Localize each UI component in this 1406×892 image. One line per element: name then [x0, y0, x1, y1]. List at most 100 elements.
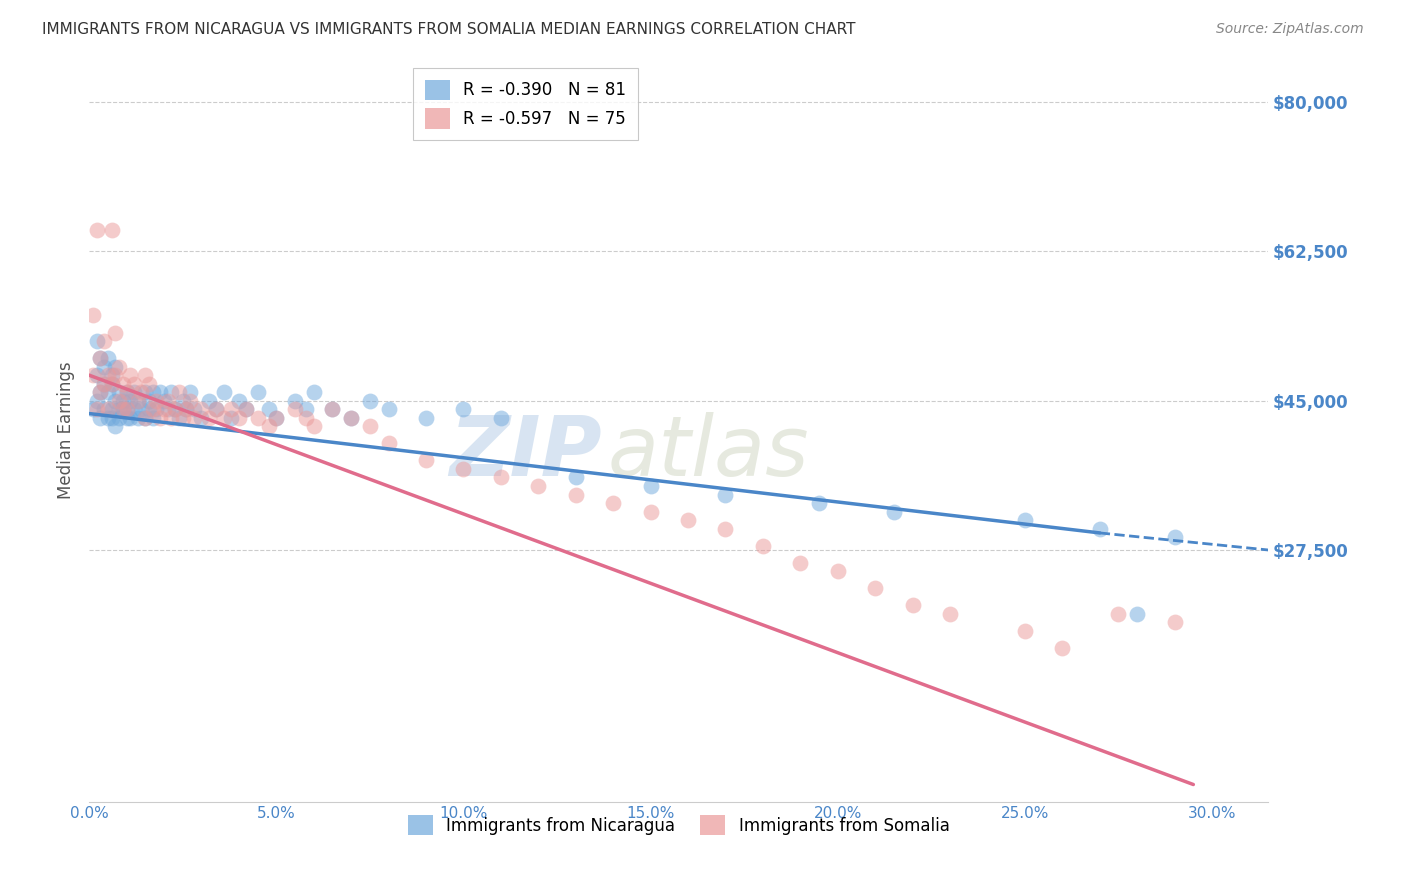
Point: [142, 385, 165, 400]
Point: [131, 385, 153, 400]
Point: [172, 393, 194, 408]
Point: [134, 368, 156, 383]
Point: [145, 402, 167, 417]
Point: [359, 393, 381, 408]
Point: [789, 556, 811, 570]
Point: [359, 419, 381, 434]
Point: [235, 402, 257, 417]
Point: [176, 402, 198, 417]
Point: [108, 393, 131, 408]
Point: [115, 385, 138, 400]
Point: [183, 402, 205, 417]
Point: [640, 479, 662, 493]
Legend: Immigrants from Nicaragua, Immigrants from Somalia: Immigrants from Nicaragua, Immigrants fr…: [398, 805, 959, 846]
Point: [377, 402, 399, 417]
Point: [145, 393, 167, 408]
Text: Source: ZipAtlas.com: Source: ZipAtlas.com: [1216, 22, 1364, 37]
Point: [160, 385, 183, 400]
Point: [264, 410, 287, 425]
Point: [93, 334, 115, 348]
Point: [142, 402, 165, 417]
Point: [489, 410, 512, 425]
Point: [122, 402, 145, 417]
Point: [212, 385, 235, 400]
Point: [138, 402, 160, 417]
Point: [415, 453, 437, 467]
Point: [100, 223, 122, 237]
Point: [131, 402, 153, 417]
Point: [165, 402, 187, 417]
Point: [134, 410, 156, 425]
Point: [212, 410, 235, 425]
Point: [453, 462, 475, 476]
Point: [284, 393, 307, 408]
Point: [100, 368, 122, 383]
Point: [527, 479, 550, 493]
Point: [134, 410, 156, 425]
Point: [120, 393, 142, 408]
Point: [827, 564, 849, 578]
Point: [883, 505, 905, 519]
Point: [453, 402, 475, 417]
Text: IMMIGRANTS FROM NICARAGUA VS IMMIGRANTS FROM SOMALIA MEDIAN EARNINGS CORRELATION: IMMIGRANTS FROM NICARAGUA VS IMMIGRANTS …: [42, 22, 856, 37]
Point: [165, 402, 187, 417]
Point: [167, 410, 190, 425]
Point: [340, 410, 363, 425]
Point: [142, 410, 165, 425]
Point: [1014, 624, 1036, 638]
Point: [415, 410, 437, 425]
Point: [179, 385, 201, 400]
Point: [198, 410, 221, 425]
Point: [1163, 615, 1185, 630]
Point: [108, 359, 131, 374]
Point: [104, 368, 127, 383]
Point: [97, 351, 120, 365]
Point: [295, 410, 318, 425]
Point: [176, 402, 198, 417]
Point: [82, 309, 104, 323]
Point: [111, 393, 134, 408]
Point: [86, 223, 108, 237]
Point: [138, 393, 160, 408]
Point: [939, 607, 962, 621]
Point: [1088, 522, 1111, 536]
Point: [302, 385, 325, 400]
Point: [172, 410, 194, 425]
Point: [86, 402, 108, 417]
Point: [264, 410, 287, 425]
Point: [235, 402, 257, 417]
Point: [108, 410, 131, 425]
Point: [714, 522, 737, 536]
Point: [104, 419, 127, 434]
Point: [246, 410, 269, 425]
Point: [108, 402, 131, 417]
Point: [752, 539, 775, 553]
Point: [100, 410, 122, 425]
Point: [257, 402, 280, 417]
Point: [127, 393, 149, 408]
Point: [377, 436, 399, 450]
Point: [190, 410, 212, 425]
Point: [221, 410, 243, 425]
Point: [676, 513, 699, 527]
Point: [86, 368, 108, 383]
Point: [86, 393, 108, 408]
Point: [156, 402, 179, 417]
Point: [489, 470, 512, 484]
Y-axis label: Median Earnings: Median Earnings: [58, 362, 75, 500]
Point: [198, 393, 221, 408]
Point: [97, 410, 120, 425]
Point: [228, 393, 250, 408]
Point: [167, 385, 190, 400]
Point: [257, 419, 280, 434]
Point: [111, 402, 134, 417]
Point: [97, 385, 120, 400]
Point: [93, 359, 115, 374]
Point: [111, 376, 134, 391]
Point: [321, 402, 343, 417]
Point: [149, 385, 172, 400]
Point: [1108, 607, 1130, 621]
Point: [111, 402, 134, 417]
Text: ZIP: ZIP: [450, 412, 602, 493]
Point: [89, 410, 111, 425]
